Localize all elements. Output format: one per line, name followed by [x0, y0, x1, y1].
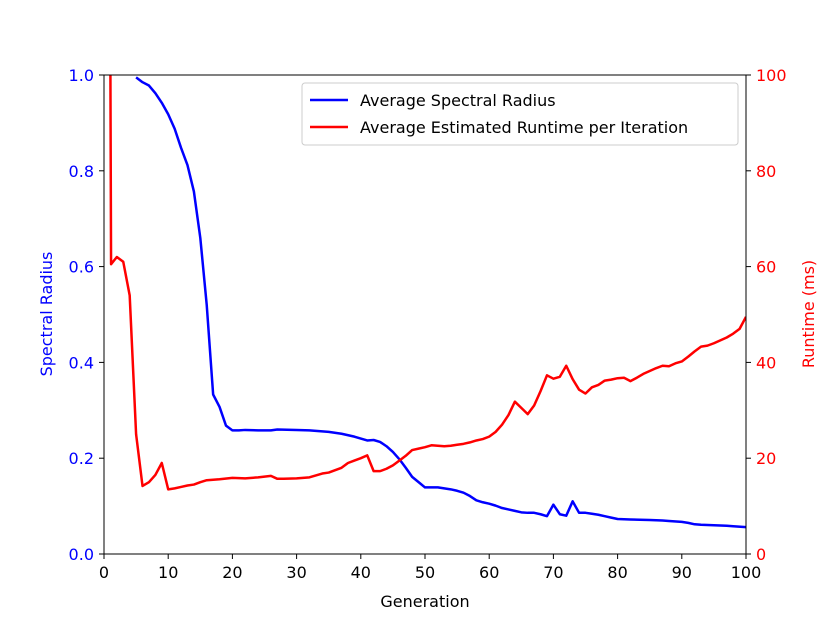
y-left-tick-label: 0.6: [69, 258, 94, 277]
y-left-tick-label: 1.0: [69, 66, 94, 85]
x-tick-label: 0: [99, 563, 109, 582]
y-axis-left-label: Spectral Radius: [37, 252, 56, 377]
y-axis-right-label: Runtime (ms): [799, 260, 818, 368]
x-tick-label: 100: [731, 563, 762, 582]
x-tick-label: 50: [415, 563, 435, 582]
series-line-runtime: [109, 75, 746, 491]
legend-label-spectral-radius: Average Spectral Radius: [360, 91, 556, 110]
x-tick-label: 20: [222, 563, 242, 582]
y-left-tick-label: 0.8: [69, 162, 94, 181]
y-right-tick-label: 80: [756, 162, 776, 181]
series-line-spectral-radius: [135, 76, 746, 529]
x-axis-label: Generation: [380, 592, 469, 611]
x-tick-label: 70: [543, 563, 563, 582]
x-tick-label: 10: [158, 563, 178, 582]
legend: Average Spectral Radius Average Estimate…: [301, 82, 739, 146]
x-tick-label: 80: [607, 563, 627, 582]
plot-area: [109, 75, 746, 529]
y-left-tick-label: 0.4: [69, 353, 94, 372]
y-right-tick-label: 20: [756, 449, 776, 468]
y-right-tick-label: 40: [756, 353, 776, 372]
y-right-tick-label: 0: [756, 545, 766, 564]
x-tick-label: 40: [351, 563, 371, 582]
y-left-tick-label: 0.0: [69, 545, 94, 564]
axes: 0 10 20 30 40 50 60 70 80 90 100 0.0 0.2 0.4 0.6 0.8 1.0…: [69, 66, 787, 582]
legend-label-runtime: Average Estimated Runtime per Iteration: [360, 118, 688, 137]
x-tick-label: 60: [479, 563, 499, 582]
x-tick-label: 90: [672, 563, 692, 582]
y-right-tick-label: 60: [756, 258, 776, 277]
y-right-tick-label: 100: [756, 66, 787, 85]
y-left-tick-label: 0.2: [69, 449, 94, 468]
x-tick-label: 30: [286, 563, 306, 582]
legend-box: [301, 82, 739, 146]
